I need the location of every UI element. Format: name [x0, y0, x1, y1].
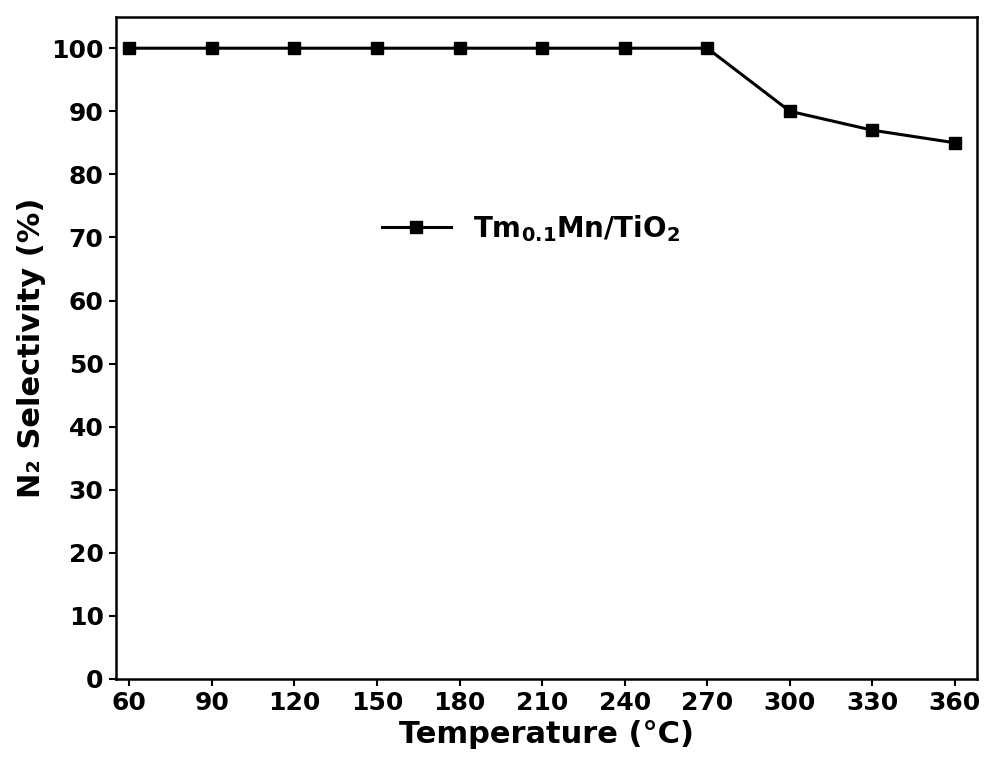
X-axis label: Temperature (°C): Temperature (°C)	[399, 720, 694, 749]
Y-axis label: N₂ Selectivity (%): N₂ Selectivity (%)	[17, 198, 46, 498]
Legend: $\mathbf{Tm_{0.1}Mn/TiO_{2}}$: $\mathbf{Tm_{0.1}Mn/TiO_{2}}$	[371, 202, 692, 255]
